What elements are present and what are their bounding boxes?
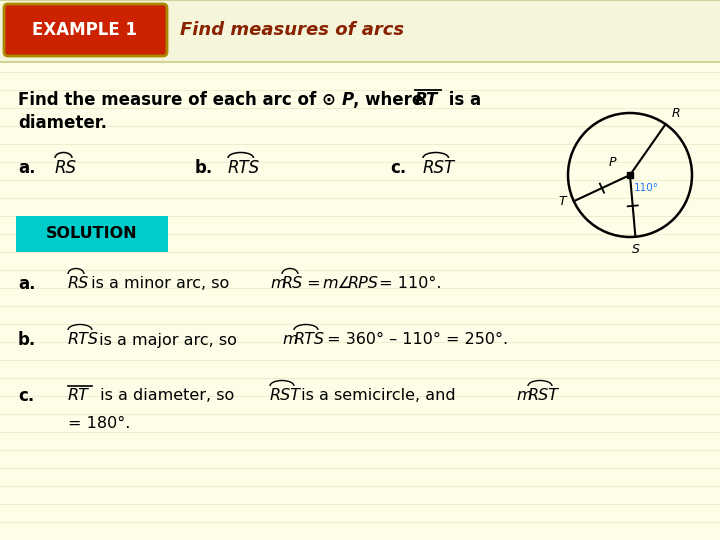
Text: RS: RS bbox=[68, 276, 89, 292]
Text: RPS: RPS bbox=[348, 276, 379, 292]
Text: P: P bbox=[608, 156, 616, 169]
Text: SOLUTION: SOLUTION bbox=[46, 226, 138, 241]
Text: c.: c. bbox=[390, 159, 406, 177]
Text: RTS: RTS bbox=[294, 333, 325, 348]
FancyBboxPatch shape bbox=[0, 0, 720, 62]
Text: is a: is a bbox=[443, 91, 481, 109]
Text: T: T bbox=[558, 195, 566, 208]
Text: , where: , where bbox=[353, 91, 429, 109]
Text: = 360° – 110° = 250°.: = 360° – 110° = 250°. bbox=[322, 333, 508, 348]
Text: Find measures of arcs: Find measures of arcs bbox=[180, 21, 404, 39]
Text: RS: RS bbox=[282, 276, 303, 292]
Text: is a diameter, so: is a diameter, so bbox=[95, 388, 239, 403]
Text: RT: RT bbox=[68, 388, 89, 403]
Text: R: R bbox=[672, 107, 680, 120]
Text: is a semicircle, and: is a semicircle, and bbox=[296, 388, 461, 403]
Text: c.: c. bbox=[18, 387, 35, 405]
Text: = 180°.: = 180°. bbox=[68, 416, 130, 431]
Text: RST: RST bbox=[528, 388, 559, 403]
Text: m∠: m∠ bbox=[322, 276, 352, 292]
FancyBboxPatch shape bbox=[16, 216, 168, 252]
Text: RTS: RTS bbox=[228, 159, 260, 177]
Text: diameter.: diameter. bbox=[18, 114, 107, 132]
Text: is a major arc, so: is a major arc, so bbox=[94, 333, 242, 348]
Text: is a minor arc, so: is a minor arc, so bbox=[86, 276, 235, 292]
FancyBboxPatch shape bbox=[4, 4, 167, 56]
Text: m: m bbox=[516, 388, 531, 403]
Text: m: m bbox=[282, 333, 297, 348]
Text: RST: RST bbox=[270, 388, 301, 403]
Text: =: = bbox=[302, 276, 325, 292]
Text: P: P bbox=[342, 91, 354, 109]
Text: a.: a. bbox=[18, 275, 35, 293]
Text: RTS: RTS bbox=[68, 333, 99, 348]
Text: b.: b. bbox=[195, 159, 213, 177]
Text: RST: RST bbox=[423, 159, 455, 177]
Text: RT: RT bbox=[415, 91, 438, 109]
Text: Find the measure of each arc of ⊙: Find the measure of each arc of ⊙ bbox=[18, 91, 336, 109]
Text: 110°: 110° bbox=[634, 183, 659, 193]
Text: EXAMPLE 1: EXAMPLE 1 bbox=[32, 21, 138, 39]
Text: a.: a. bbox=[18, 159, 35, 177]
Text: S: S bbox=[631, 243, 639, 256]
Text: = 110°.: = 110°. bbox=[374, 276, 441, 292]
Text: RS: RS bbox=[55, 159, 77, 177]
Text: m: m bbox=[270, 276, 286, 292]
Text: b.: b. bbox=[18, 331, 36, 349]
